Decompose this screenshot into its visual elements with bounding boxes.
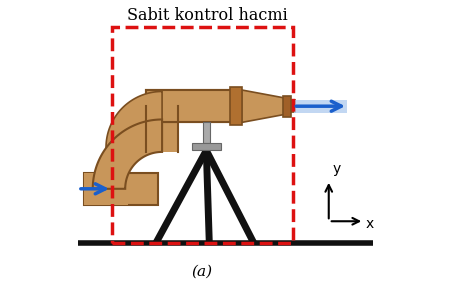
Polygon shape xyxy=(106,91,162,148)
Text: (a): (a) xyxy=(191,265,212,279)
Bar xyxy=(84,173,128,205)
Bar xyxy=(192,143,221,150)
Bar xyxy=(146,90,237,122)
Bar xyxy=(230,87,242,125)
Bar xyxy=(112,27,293,243)
Bar xyxy=(146,90,237,122)
Polygon shape xyxy=(93,119,162,189)
Bar xyxy=(294,100,347,113)
Bar xyxy=(203,122,210,143)
Bar xyxy=(291,100,295,112)
Bar xyxy=(146,106,178,152)
Bar xyxy=(283,96,291,117)
Text: x: x xyxy=(366,217,374,231)
Text: y: y xyxy=(332,162,341,176)
Bar xyxy=(84,173,158,205)
Polygon shape xyxy=(242,90,285,122)
Text: Sabit kontrol hacmi: Sabit kontrol hacmi xyxy=(128,7,288,24)
